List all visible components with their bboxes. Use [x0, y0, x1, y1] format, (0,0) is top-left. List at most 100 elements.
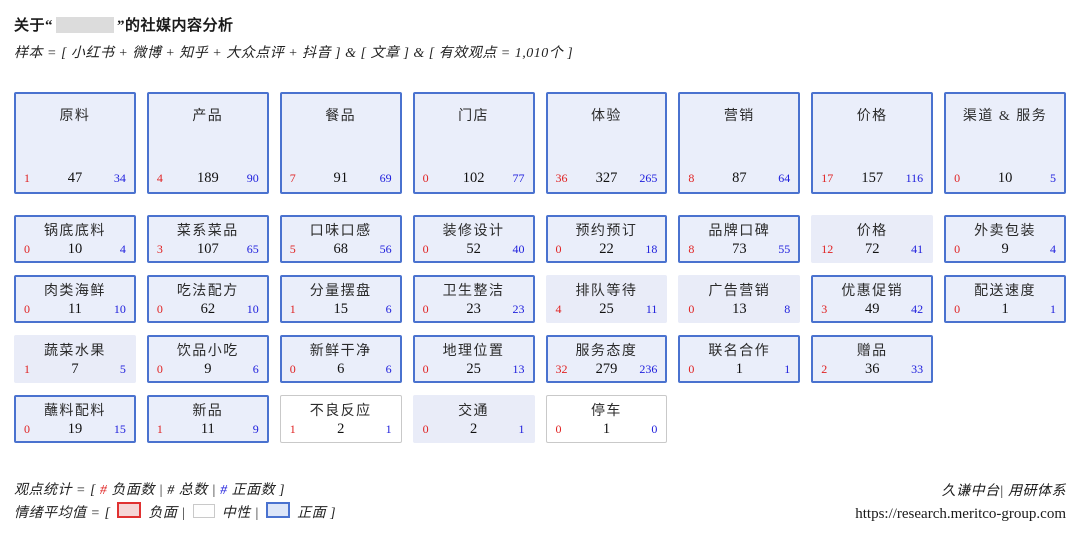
- count-row: 1 15 6: [282, 301, 400, 319]
- category-box: 体验 36 327 265: [545, 92, 668, 194]
- category-box: 菜系菜品 3 107 65: [146, 215, 269, 263]
- positive-count: 55: [778, 242, 791, 256]
- category-box: 营销 8 87 64: [678, 92, 801, 194]
- count-row: 0 9 6: [149, 361, 267, 379]
- total-count: 10: [997, 170, 1013, 186]
- category-label: 赠品: [856, 344, 888, 359]
- source-url: https://research.meritco-group.com: [855, 506, 1066, 522]
- negative-count: 17: [821, 171, 834, 185]
- total-count: 23: [466, 301, 481, 317]
- count-row: 4 25 11: [548, 301, 666, 319]
- category-label: 地理位置: [442, 344, 505, 359]
- positive-count: 56: [379, 242, 392, 256]
- positive-count: 9: [252, 422, 259, 436]
- category-label: 广告营销: [708, 284, 771, 299]
- positive-count: 13: [512, 362, 525, 376]
- total-count: 189: [196, 170, 219, 186]
- positive-count: 1: [1050, 302, 1056, 316]
- count-row: 3 49 42: [813, 301, 931, 319]
- count-row: 1 11 9: [149, 421, 267, 439]
- title-suffix: ”的社媒内容分析: [117, 18, 234, 34]
- count-row: 0 102 77: [415, 170, 533, 188]
- sentiment-legend-label: 正面 ]: [293, 506, 337, 521]
- count-row: 0 9 4: [946, 241, 1064, 259]
- negative-count: 0: [688, 302, 695, 316]
- total-count: 10: [67, 241, 83, 257]
- category-box: 门店 0 102 77: [412, 92, 535, 194]
- category-label: 分量摆盘: [309, 284, 372, 299]
- category-label: 新品: [192, 404, 224, 419]
- category-box: 停车 0 1 0: [545, 395, 668, 443]
- count-row: 12 72 41: [813, 241, 931, 259]
- positive-count: 65: [246, 242, 259, 256]
- positive-count: 64: [778, 171, 791, 185]
- positive-count: 15: [113, 422, 126, 436]
- positive-count: 18: [645, 242, 658, 256]
- category-label: 吃法配方: [176, 284, 239, 299]
- total-count: 15: [333, 301, 348, 317]
- category-label: 不良反应: [309, 404, 372, 419]
- negative-count: 0: [954, 171, 961, 185]
- category-box: 新品 1 11 9: [146, 395, 269, 443]
- count-row: 1 2 1: [282, 421, 400, 439]
- count-row: 17 157 116: [813, 170, 931, 188]
- category-label: 外卖包装: [974, 224, 1037, 239]
- category-box: 蔬菜水果 1 7 5: [14, 335, 136, 383]
- sample-description: 样本 = [ 小红书 + 微博 + 知乎 + 大众点评 + 抖音 ] & [ 文…: [14, 46, 574, 61]
- count-row: 5 68 56: [282, 241, 400, 259]
- category-box: 原料 1 47 34: [14, 92, 136, 194]
- count-row: 0 1 0: [548, 421, 666, 439]
- total-count: 9: [1001, 241, 1009, 257]
- title-prefix: 关于“: [14, 18, 54, 34]
- sentiment-legend: 情绪平均值 = [ 负面 | 中性 | 正面 ]: [14, 502, 336, 525]
- category-label: 停车: [590, 404, 622, 419]
- negative-count: 36: [555, 171, 568, 185]
- positive-count: 90: [246, 171, 259, 185]
- total-count: 72: [864, 241, 880, 257]
- negative-count: 1: [24, 171, 30, 185]
- total-count: 2: [337, 421, 345, 437]
- positive-count: 23: [512, 302, 525, 316]
- empty-cell: [944, 395, 1066, 443]
- category-label: 渠道 & 服务: [962, 109, 1048, 124]
- count-row: 0 23 23: [415, 301, 533, 319]
- category-box: 服务态度 32 279 236: [545, 335, 668, 383]
- category-label: 卫生整洁: [442, 284, 505, 299]
- category-box: 赠品 2 36 33: [811, 335, 934, 383]
- negative-count: 1: [156, 422, 163, 436]
- stats-legend-part: 观点统计 = [: [14, 483, 100, 498]
- category-label: 餐品: [325, 109, 357, 124]
- count-row: 2 36 33: [813, 361, 931, 379]
- positive-count: 5: [1050, 171, 1056, 185]
- total-count: 2: [469, 421, 478, 437]
- count-row: 1 47 34: [16, 170, 134, 188]
- positive-count: 4: [1050, 242, 1056, 256]
- negative-count: 0: [24, 242, 30, 256]
- count-row: 0 22 18: [548, 241, 666, 259]
- negative-count: 0: [422, 422, 429, 436]
- total-count: 68: [333, 241, 348, 257]
- category-box: 品牌口碑 8 73 55: [678, 215, 801, 263]
- category-label: 肉类海鲜: [43, 284, 106, 299]
- negative-count: 12: [821, 242, 834, 256]
- positive-count: 6: [385, 302, 392, 316]
- redacted-brand-name: [56, 17, 115, 33]
- positive-count: 41: [911, 242, 924, 256]
- category-box: 分量摆盘 1 15 6: [279, 275, 402, 323]
- source-attribution: 久谦中台| 用研体系: [941, 484, 1066, 499]
- total-count: 6: [337, 361, 345, 377]
- total-count: 52: [466, 241, 481, 257]
- category-label: 营销: [723, 109, 755, 124]
- total-count: 25: [466, 361, 481, 377]
- category-box: 价格 17 157 116: [811, 92, 934, 194]
- total-count: 36: [864, 361, 880, 377]
- count-row: 0 2 1: [415, 421, 533, 439]
- total-count: 1: [1001, 301, 1009, 317]
- positive-count: 11: [645, 302, 658, 316]
- positive-count: 6: [385, 362, 392, 376]
- negative-count: 8: [688, 242, 695, 256]
- positive-count: 10: [246, 302, 259, 316]
- category-label: 蘸料配料: [43, 404, 106, 419]
- source-block: 久谦中台| 用研体系 https://research.meritco-grou…: [855, 481, 1066, 525]
- negative-count: 0: [422, 302, 429, 316]
